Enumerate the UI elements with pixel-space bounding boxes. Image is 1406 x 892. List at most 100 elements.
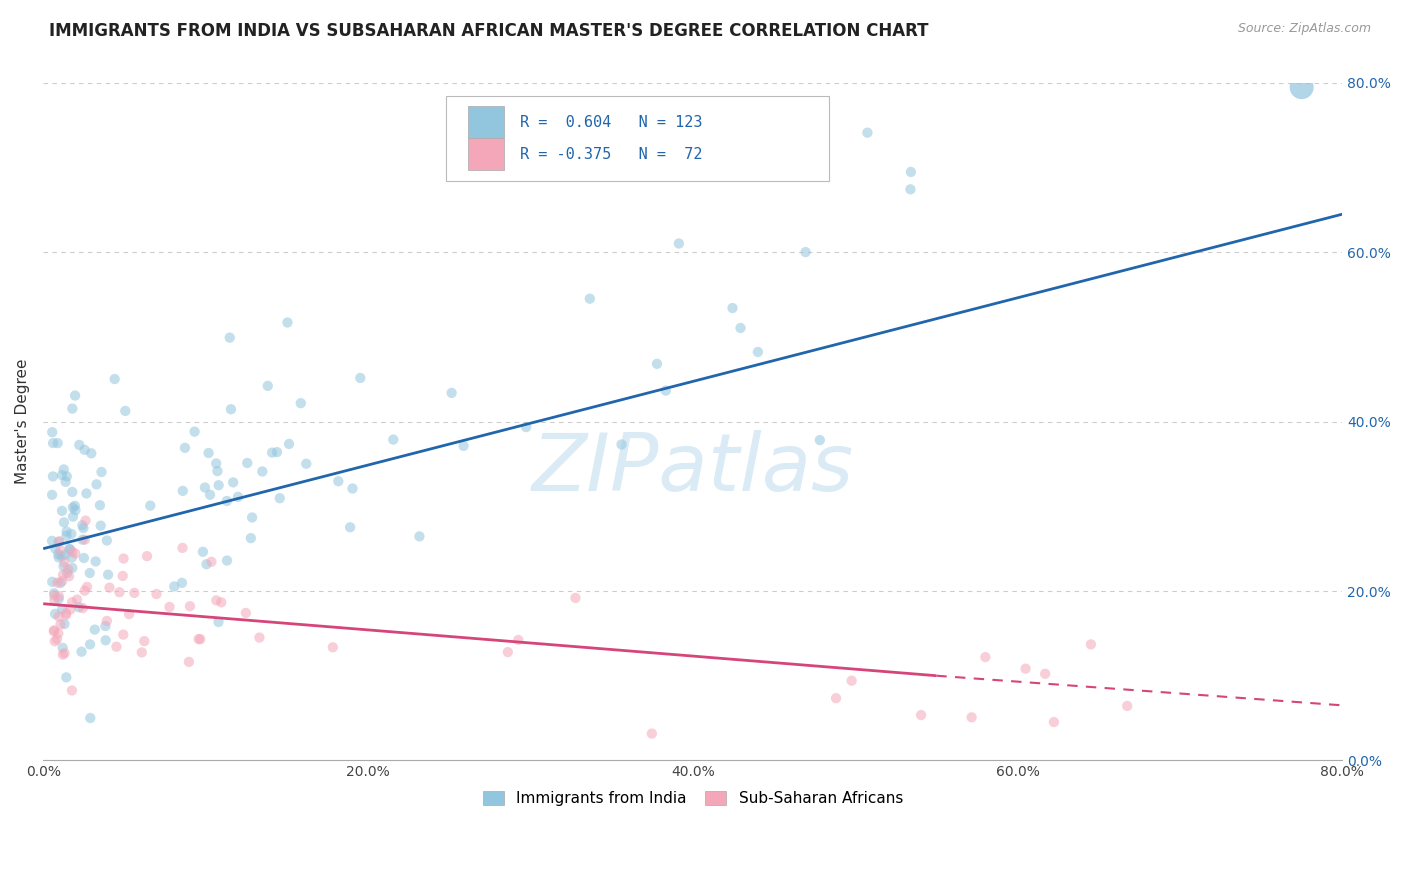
Point — [1043, 714, 1066, 729]
Point — [55, 475, 77, 489]
Point — [44, 624, 66, 638]
Point — [252, 465, 274, 479]
Point — [112, 627, 135, 641]
Point — [70, 645, 93, 659]
Point — [46, 436, 69, 450]
Point — [668, 236, 690, 251]
Point — [808, 433, 831, 447]
Point — [98, 581, 121, 595]
Point — [276, 316, 298, 330]
Point — [794, 245, 817, 260]
Point — [52, 462, 75, 476]
Point — [55, 606, 77, 620]
Point — [198, 488, 221, 502]
Point — [564, 591, 586, 605]
Point — [55, 548, 77, 562]
Point — [90, 465, 112, 479]
Point — [72, 533, 94, 547]
Point — [63, 499, 86, 513]
Point — [578, 292, 600, 306]
Point — [266, 445, 288, 459]
Point — [52, 559, 75, 574]
Point — [83, 623, 105, 637]
Point — [79, 711, 101, 725]
Point — [72, 601, 94, 615]
Point — [910, 708, 932, 723]
Point — [240, 510, 263, 524]
Point — [515, 420, 537, 434]
Point — [60, 561, 83, 575]
Point — [269, 491, 291, 506]
Point — [209, 595, 232, 609]
Point — [79, 566, 101, 580]
Point — [453, 439, 475, 453]
Point — [349, 371, 371, 385]
Point — [41, 425, 63, 440]
Point — [108, 585, 131, 599]
Point — [239, 531, 262, 545]
Point — [63, 388, 86, 402]
Point — [408, 529, 430, 543]
Point — [42, 624, 65, 639]
Point — [90, 518, 112, 533]
Point — [75, 514, 97, 528]
Point — [56, 469, 79, 483]
Point — [48, 534, 70, 549]
Text: ZIPatlas: ZIPatlas — [531, 430, 853, 508]
Point — [51, 549, 73, 563]
Point — [48, 589, 70, 603]
Point — [118, 607, 141, 621]
Point — [55, 607, 77, 622]
Point — [197, 446, 219, 460]
Point — [41, 533, 63, 548]
Point — [1033, 666, 1056, 681]
Point — [188, 632, 211, 647]
Point — [79, 637, 101, 651]
Point — [42, 586, 65, 600]
Point — [200, 555, 222, 569]
Point — [65, 503, 87, 517]
Point — [159, 599, 181, 614]
Point — [236, 456, 259, 470]
Point — [191, 545, 214, 559]
Point — [222, 475, 245, 490]
Point — [96, 614, 118, 628]
Point — [208, 478, 231, 492]
Point — [205, 457, 228, 471]
Point — [46, 626, 69, 640]
Point — [53, 646, 76, 660]
Point — [960, 710, 983, 724]
Point — [721, 301, 744, 315]
Point — [55, 529, 77, 543]
Point — [172, 483, 194, 498]
Point — [262, 445, 284, 459]
Point — [195, 558, 218, 572]
Point — [1116, 698, 1139, 713]
Point — [55, 670, 77, 684]
Point — [249, 631, 271, 645]
Point — [134, 634, 156, 648]
Point — [73, 583, 96, 598]
Point — [76, 580, 98, 594]
Point — [86, 477, 108, 491]
Point — [51, 504, 73, 518]
FancyBboxPatch shape — [468, 137, 505, 170]
Point — [73, 442, 96, 457]
Text: IMMIGRANTS FROM INDIA VS SUBSAHARAN AFRICAN MASTER'S DEGREE CORRELATION CHART: IMMIGRANTS FROM INDIA VS SUBSAHARAN AFRI… — [49, 22, 929, 40]
Point — [215, 494, 238, 508]
Point — [645, 357, 668, 371]
Point — [60, 527, 83, 541]
Point — [328, 475, 350, 489]
Point — [60, 544, 83, 558]
Point — [67, 600, 90, 615]
Point — [52, 516, 75, 530]
Point — [136, 549, 159, 563]
Point — [207, 615, 229, 629]
Point — [51, 574, 73, 588]
Point — [219, 402, 242, 417]
Point — [114, 404, 136, 418]
Point — [94, 633, 117, 648]
Point — [256, 379, 278, 393]
Point — [342, 482, 364, 496]
Point — [46, 632, 69, 647]
